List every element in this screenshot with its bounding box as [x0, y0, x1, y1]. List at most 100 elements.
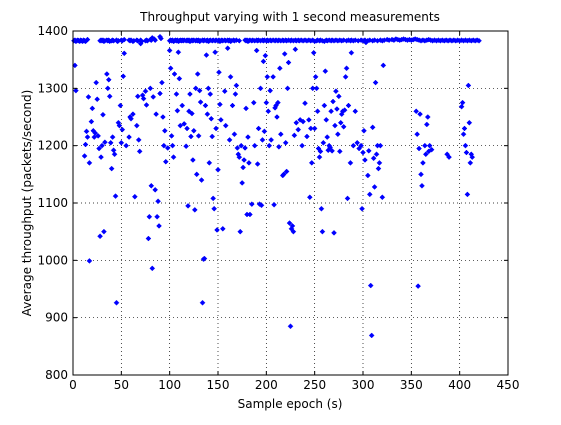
x-tick-label: 200	[255, 378, 278, 392]
data-point	[185, 203, 191, 209]
data-point	[104, 85, 111, 92]
data-point	[363, 39, 369, 46]
data-point	[202, 102, 209, 109]
data-point	[100, 111, 106, 118]
data-point	[237, 228, 244, 235]
data-point	[372, 79, 379, 86]
data-point	[345, 102, 352, 109]
data-point	[217, 101, 223, 108]
x-tick-label: 350	[400, 378, 423, 392]
data-point	[283, 168, 290, 175]
y-tick-label: 1100	[37, 196, 68, 210]
data-point	[152, 186, 159, 193]
data-point	[81, 153, 88, 159]
data-point	[257, 85, 264, 92]
data-point	[96, 145, 102, 152]
data-point	[416, 145, 422, 152]
data-point	[263, 99, 270, 106]
data-point	[314, 108, 321, 115]
x-tick-label: 250	[303, 378, 326, 392]
y-tick-label: 800	[45, 368, 68, 382]
data-point	[365, 147, 372, 154]
data-point	[140, 95, 147, 102]
data-point	[466, 119, 473, 126]
data-point	[418, 171, 424, 178]
data-point	[227, 74, 234, 80]
data-point	[94, 96, 101, 103]
data-point	[302, 100, 308, 107]
data-point	[219, 225, 226, 232]
data-point	[377, 142, 384, 149]
data-point	[199, 299, 206, 306]
data-point	[322, 68, 329, 74]
data-point	[204, 111, 211, 117]
x-tick-label: 450	[497, 378, 520, 392]
data-point	[133, 122, 140, 129]
data-point	[120, 73, 127, 80]
data-point	[176, 75, 183, 82]
data-point	[253, 47, 260, 54]
data-point	[105, 76, 112, 83]
data-point	[136, 148, 143, 155]
data-point	[168, 133, 175, 139]
data-point	[299, 142, 305, 149]
data-point	[347, 160, 354, 166]
data-point	[304, 133, 310, 140]
data-point	[212, 49, 218, 56]
data-point	[86, 258, 93, 264]
data-point	[171, 71, 178, 77]
data-point	[260, 58, 267, 65]
data-point	[170, 154, 177, 160]
data-point	[231, 131, 238, 138]
data-point	[112, 193, 119, 199]
data-point	[371, 184, 378, 190]
data-point	[86, 160, 93, 166]
data-point	[99, 142, 105, 149]
data-point	[284, 85, 291, 92]
axis-ticks: 0 50 100 150 200 250 300 350 400 450 800 900 1000 110…	[37, 24, 519, 392]
data-point	[262, 52, 269, 59]
data-point	[343, 65, 350, 72]
data-point	[93, 79, 100, 86]
data-point	[162, 158, 169, 165]
data-point	[97, 233, 103, 240]
data-point	[313, 85, 320, 92]
data-point	[175, 49, 182, 56]
data-point	[145, 235, 152, 242]
data-point	[308, 160, 315, 166]
data-point	[415, 283, 421, 289]
data-point	[328, 108, 334, 115]
data-point	[201, 255, 208, 262]
data-point	[245, 134, 251, 140]
data-point	[214, 227, 220, 233]
data-point	[281, 51, 288, 57]
data-point	[254, 161, 261, 167]
data-point	[156, 223, 162, 229]
data-point	[209, 133, 216, 140]
data-point	[368, 332, 375, 339]
data-point	[128, 115, 134, 122]
data-point	[319, 228, 326, 235]
data-point	[121, 36, 128, 43]
data-point	[101, 228, 107, 235]
data-point	[289, 223, 296, 229]
data-point	[142, 88, 149, 95]
data-point	[342, 74, 349, 80]
x-tick-label: 300	[352, 378, 375, 392]
data-point	[446, 154, 452, 160]
data-point	[369, 124, 376, 131]
data-point	[236, 37, 243, 44]
data-point	[274, 114, 280, 120]
data-point	[266, 142, 273, 149]
data-point	[234, 145, 241, 151]
data-point	[208, 115, 215, 122]
data-point	[462, 142, 469, 149]
data-point	[424, 114, 431, 120]
data-point	[366, 191, 373, 198]
data-point	[419, 182, 425, 189]
data-point	[239, 180, 246, 186]
data-point	[248, 201, 255, 208]
data-point	[329, 147, 335, 154]
data-point	[222, 122, 229, 129]
